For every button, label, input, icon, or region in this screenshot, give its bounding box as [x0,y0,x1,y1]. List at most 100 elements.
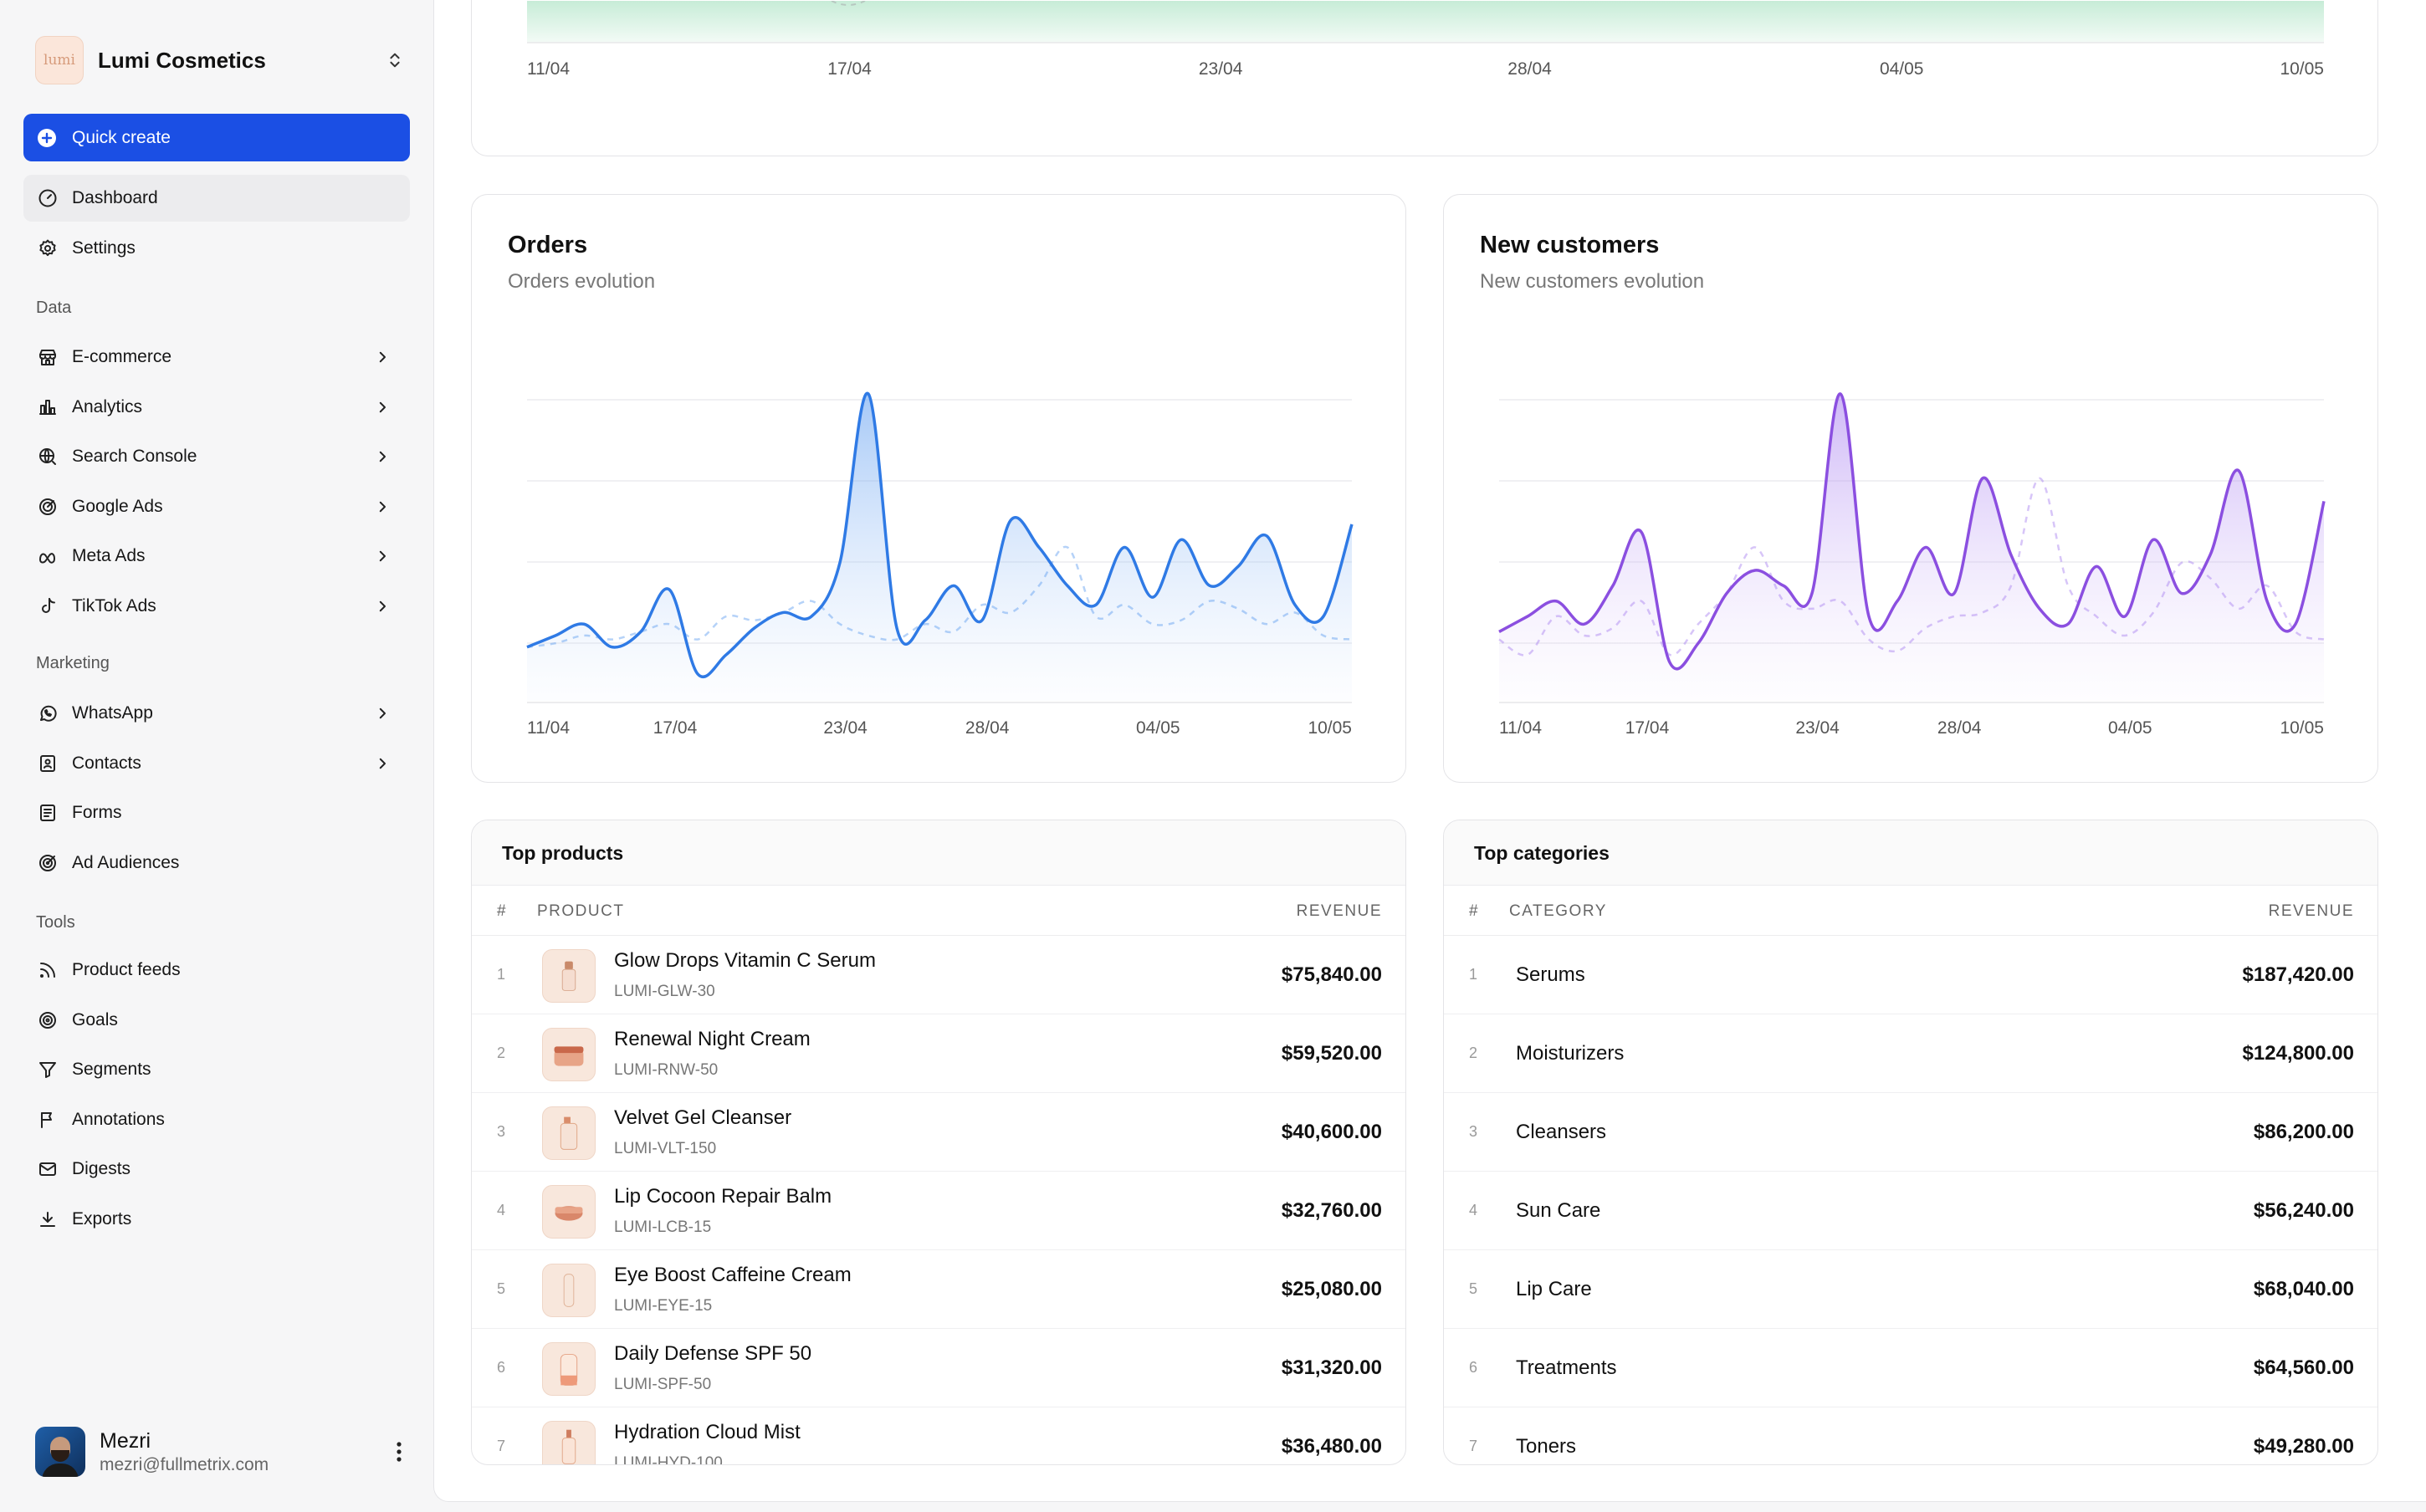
table-row[interactable]: 5 Eye Boost Caffeine Cream LUMI-EYE-15 $… [472,1250,1405,1329]
col-product[interactable]: PRODUCT [537,902,625,920]
sidebar-item-tiktok-ads[interactable]: TikTok Ads [23,583,410,630]
table-row[interactable]: 2 Renewal Night Cream LUMI-RNW-50 $59,52… [472,1014,1405,1093]
row-revenue: $124,800.00 [2242,1042,2354,1065]
sidebar-item-exports[interactable]: Exports [23,1196,410,1243]
col-category[interactable]: CATEGORY [1509,902,1607,920]
sidebar-item-segments[interactable]: Segments [23,1046,410,1093]
user-name: Mezri [100,1428,151,1453]
product-name[interactable]: Lip Cocoon Repair Balm [614,1185,832,1208]
category-name[interactable]: Lip Care [1516,1278,1592,1300]
tiktok-icon [37,595,59,617]
quick-create-button[interactable]: Quick create [23,114,410,161]
row-rank: 7 [1469,1438,1478,1454]
filter-icon [37,1059,59,1080]
series-line [1498,392,2326,671]
workspace-switcher[interactable]: lumi Lumi Cosmetics [35,35,412,85]
customers-chart-card: New customers New customers evolution 11… [1443,194,2378,783]
sidebar-item-e-commerce[interactable]: E-commerce [23,334,410,381]
col-revenue[interactable]: REVENUE [1296,902,1382,920]
category-name[interactable]: Cleansers [1516,1121,1607,1143]
table-row[interactable]: 7 Hydration Cloud Mist LUMI-HYD-100 $36,… [472,1407,1405,1464]
product-name[interactable]: Velvet Gel Cleanser [614,1106,792,1129]
more-vertical-icon[interactable] [386,1435,412,1469]
table-row[interactable]: 7 Toners $49,280.00 [1444,1407,2377,1464]
sidebar-item-label: WhatsApp [72,703,153,723]
table-row[interactable]: 4 Lip Cocoon Repair Balm LUMI-LCB-15 $32… [472,1172,1405,1250]
row-rank: 2 [497,1045,506,1061]
row-revenue: $32,760.00 [1281,1199,1382,1222]
chevron-right-icon[interactable] [370,701,395,726]
chevron-right-icon[interactable] [370,395,395,420]
chevron-right-icon[interactable] [370,594,395,619]
chevron-right-icon[interactable] [370,444,395,469]
table-row[interactable]: 1 Glow Drops Vitamin C Serum LUMI-GLW-30… [472,936,1405,1014]
sidebar-item-analytics[interactable]: Analytics [23,384,410,431]
sidebar-item-dashboard[interactable]: Dashboard [23,175,410,222]
sidebar-item-whatsapp[interactable]: WhatsApp [23,690,410,737]
product-name[interactable]: Renewal Night Cream [614,1028,811,1050]
sidebar-item-product-feeds[interactable]: Product feeds [23,947,410,994]
sidebar-item-annotations[interactable]: Annotations [23,1096,410,1143]
user-account[interactable]: Mezri mezri@fullmetrix.com [35,1425,412,1479]
chevron-right-icon[interactable] [370,345,395,370]
orders-chart [526,391,1354,703]
chevron-right-icon[interactable] [370,751,395,776]
customers-chart [1498,392,2326,703]
sidebar-item-ad-audiences[interactable]: Ad Audiences [23,840,410,886]
sidebar-item-google-ads[interactable]: Google Ads [23,483,410,530]
table-row[interactable]: 3 Cleansers $86,200.00 [1444,1093,2377,1172]
table-row[interactable]: 3 Velvet Gel Cleanser LUMI-VLT-150 $40,6… [472,1093,1405,1172]
quick-create-label: Quick create [72,127,171,147]
chevron-right-icon[interactable] [370,544,395,569]
category-name[interactable]: Serums [1516,963,1585,986]
sidebar-item-search-console[interactable]: Search Console [23,433,410,480]
sidebar-item-forms[interactable]: Forms [23,789,410,836]
row-rank: 7 [497,1438,506,1454]
table-row[interactable]: 5 Lip Care $68,040.00 [1444,1250,2377,1329]
sidebar-item-digests[interactable]: Digests [23,1146,410,1193]
category-name[interactable]: Sun Care [1516,1199,1601,1222]
x-tick-label: 17/04 [827,59,872,79]
target-icon [37,496,59,518]
chart-title: Orders [508,232,588,258]
contacts-icon [37,753,59,774]
row-rank: 3 [1469,1123,1478,1140]
brand-logo: lumi [35,36,84,84]
orders-chart-card: Orders Orders evolution 11/04 17/04 23/04 2… [471,194,1406,783]
product-name[interactable]: Glow Drops Vitamin C Serum [614,949,876,972]
x-tick-label: 10/05 [2280,59,2324,79]
product-thumbnail [542,1106,596,1160]
row-rank: 4 [1469,1202,1478,1218]
table-row[interactable]: 6 Daily Defense SPF 50 LUMI-SPF-50 $31,3… [472,1329,1405,1407]
top-categories-card: Top categories # CATEGORY REVENUE 1 Seru… [1443,820,2378,1465]
row-revenue: $25,080.00 [1281,1278,1382,1300]
col-rank: # [497,902,508,920]
product-name[interactable]: Hydration Cloud Mist [614,1421,801,1443]
product-name[interactable]: Daily Defense SPF 50 [614,1342,812,1365]
chevron-up-down-icon[interactable] [378,43,412,77]
sidebar-item-label: Search Console [72,447,197,467]
globe-search-icon [37,446,59,467]
x-tick-label: 11/04 [1499,718,1542,738]
table-row[interactable]: 6 Treatments $64,560.00 [1444,1329,2377,1407]
table-row[interactable]: 2 Moisturizers $124,800.00 [1444,1014,2377,1093]
category-name[interactable]: Treatments [1516,1356,1617,1379]
x-tick-label: 28/04 [1937,718,1982,738]
product-sku: LUMI-EYE-15 [614,1297,713,1315]
sidebar-item-meta-ads[interactable]: Meta Ads [23,533,410,580]
row-rank: 6 [1469,1359,1478,1376]
category-name[interactable]: Toners [1516,1435,1577,1458]
x-tick-label: 17/04 [653,718,698,738]
table-row[interactable]: 1 Serums $187,420.00 [1444,936,2377,1014]
row-revenue: $59,520.00 [1281,1042,1382,1065]
col-revenue[interactable]: REVENUE [2268,902,2354,920]
sidebar-item-settings[interactable]: Settings [23,225,410,272]
row-rank: 5 [497,1280,506,1297]
row-rank: 5 [1469,1280,1478,1297]
sidebar-item-contacts[interactable]: Contacts [23,740,410,787]
sidebar-item-goals[interactable]: Goals [23,997,410,1044]
category-name[interactable]: Moisturizers [1516,1042,1625,1065]
chevron-right-icon[interactable] [370,494,395,519]
table-row[interactable]: 4 Sun Care $56,240.00 [1444,1172,2377,1250]
product-name[interactable]: Eye Boost Caffeine Cream [614,1264,852,1286]
